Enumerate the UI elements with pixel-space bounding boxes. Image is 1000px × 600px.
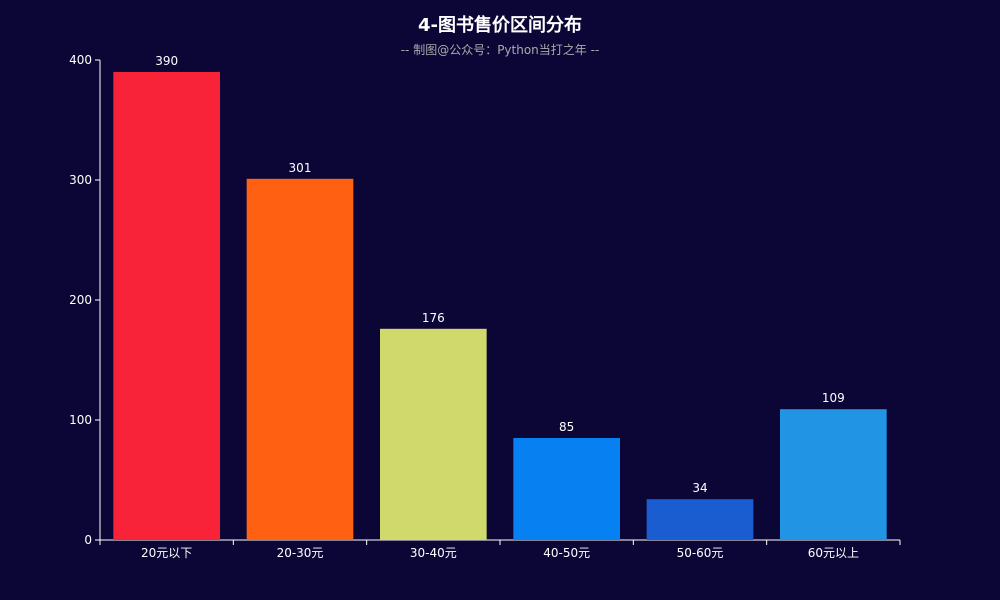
data-labels-group: 390 301 176 85 34 109 xyxy=(155,54,845,495)
x-tick-label: 20-30元 xyxy=(277,546,324,560)
bar[interactable] xyxy=(113,72,220,540)
bar-value-label: 176 xyxy=(422,311,445,325)
x-tick-label: 40-50元 xyxy=(543,546,590,560)
x-tick-label: 20元以下 xyxy=(141,546,192,560)
x-tick-label: 30-40元 xyxy=(410,546,457,560)
bar[interactable] xyxy=(380,328,487,540)
bar-value-label: 85 xyxy=(559,420,574,434)
chart-subtitle: -- 制图@公众号：Python当打之年 -- xyxy=(401,43,600,57)
x-tick-label: 50-60元 xyxy=(677,546,724,560)
y-tick-label: 100 xyxy=(69,413,92,427)
bar[interactable] xyxy=(646,499,754,540)
chart-title: 4-图书售价区间分布 xyxy=(418,14,582,36)
bar[interactable] xyxy=(780,409,887,540)
x-axis: 20元以下 20-30元 30-40元 40-50元 50-60元 60元以上 xyxy=(99,539,901,560)
x-tick-label: 60元以上 xyxy=(808,546,859,560)
y-tick-label: 300 xyxy=(69,173,92,187)
bar-value-label: 301 xyxy=(289,161,312,175)
bars-group xyxy=(113,72,887,541)
bar-value-label: 109 xyxy=(822,391,845,405)
bar-value-label: 34 xyxy=(692,481,707,495)
bar[interactable] xyxy=(246,178,354,541)
y-tick-label: 400 xyxy=(69,53,92,67)
y-tick-label: 0 xyxy=(84,533,92,547)
bar-value-label: 390 xyxy=(155,54,178,68)
bar[interactable] xyxy=(513,438,620,540)
y-axis: 0 100 200 300 400 xyxy=(69,53,101,547)
y-tick-label: 200 xyxy=(69,293,92,307)
